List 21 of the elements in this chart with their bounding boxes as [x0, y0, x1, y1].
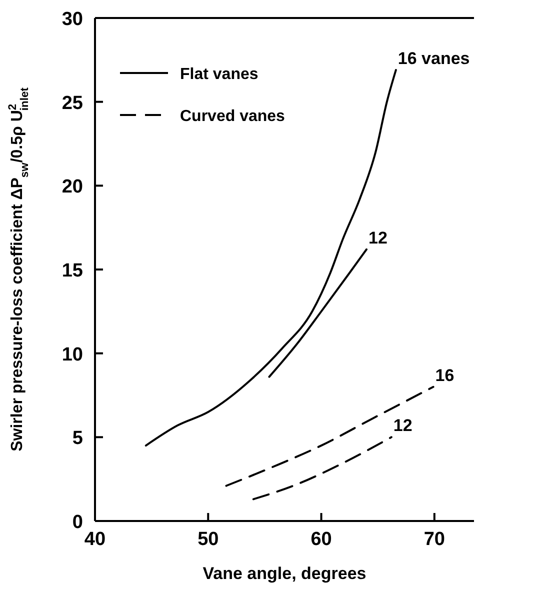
legend-label: Flat vanes	[180, 66, 258, 83]
x-tick-label: 40	[84, 529, 106, 550]
y-tick-label: 25	[62, 92, 84, 114]
y-tick-label: 0	[72, 512, 83, 533]
y-tick-label: 5	[72, 428, 84, 450]
x-tick-label: 50	[198, 529, 219, 550]
y-tick-label: 15	[62, 260, 84, 282]
annotation: 16 vanes	[398, 48, 470, 68]
y-tick-label: 10	[62, 344, 83, 366]
annotation: 16	[435, 366, 454, 385]
line-series	[268, 248, 368, 378]
legend-label: Curved vanes	[180, 108, 286, 125]
line-series	[225, 386, 434, 487]
y-tick-label: 30	[62, 9, 83, 30]
annotation: 12	[393, 416, 412, 436]
line-series	[252, 436, 392, 500]
x-axis-title: Vane angle, degrees	[202, 564, 366, 583]
x-tick-label: 60	[310, 529, 332, 550]
y-tick-label: 20	[62, 176, 83, 198]
annotation: 12	[368, 228, 388, 248]
x-tick-label: 70	[424, 529, 445, 550]
